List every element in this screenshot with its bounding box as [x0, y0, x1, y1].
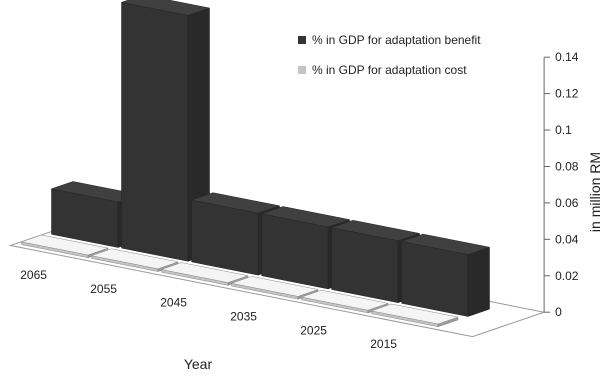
y-tick-label: 0.12	[555, 87, 579, 101]
x-tick-label: 2025	[300, 323, 327, 337]
legend-item-1: % in GDP for adaptation cost	[298, 63, 467, 77]
chart-bars	[20, 0, 491, 328]
y-tick-label: 0	[555, 305, 562, 319]
x-tick-label: 2055	[90, 282, 117, 296]
bar-cost-2015	[370, 303, 459, 328]
y-axis-title: in million RM	[587, 152, 603, 232]
bar-cost-2055	[90, 248, 179, 272]
y-tick-label: 0.06	[555, 196, 579, 210]
bar-cost-2045	[160, 262, 249, 286]
legend-item-0: % in GDP for adaptation benefit	[298, 33, 481, 47]
bar-cost-2025	[300, 289, 389, 314]
x-tick-label: 2015	[370, 337, 397, 351]
bar-benefit-2015	[400, 233, 491, 317]
x-tick-label: 2035	[230, 309, 257, 323]
bar-benefit-2045	[190, 192, 281, 276]
legend-label: % in GDP for adaptation benefit	[312, 33, 481, 47]
x-tick-label: 2065	[20, 268, 47, 282]
y-tick-label: 0.04	[555, 232, 579, 246]
y-tick-label: 0.08	[555, 159, 579, 173]
y-tick-label: 0.1	[555, 123, 572, 137]
x-axis: 2065 2055 2045 2035 2025 2015	[20, 268, 397, 351]
y-tick-label: 0.02	[555, 269, 579, 283]
legend-swatch	[298, 36, 306, 44]
x-tick-label: 2045	[160, 296, 187, 310]
legend: % in GDP for adaptation benefit % in GDP …	[298, 33, 481, 77]
y-axis: 0 0.02 0.04 0.06 0.08 0.1 0.12 0.14	[543, 50, 579, 319]
y-tick-label: 0.14	[555, 50, 579, 64]
x-axis-title: Year	[184, 356, 213, 372]
legend-label: % in GDP for adaptation cost	[312, 63, 467, 77]
legend-swatch	[298, 66, 306, 74]
